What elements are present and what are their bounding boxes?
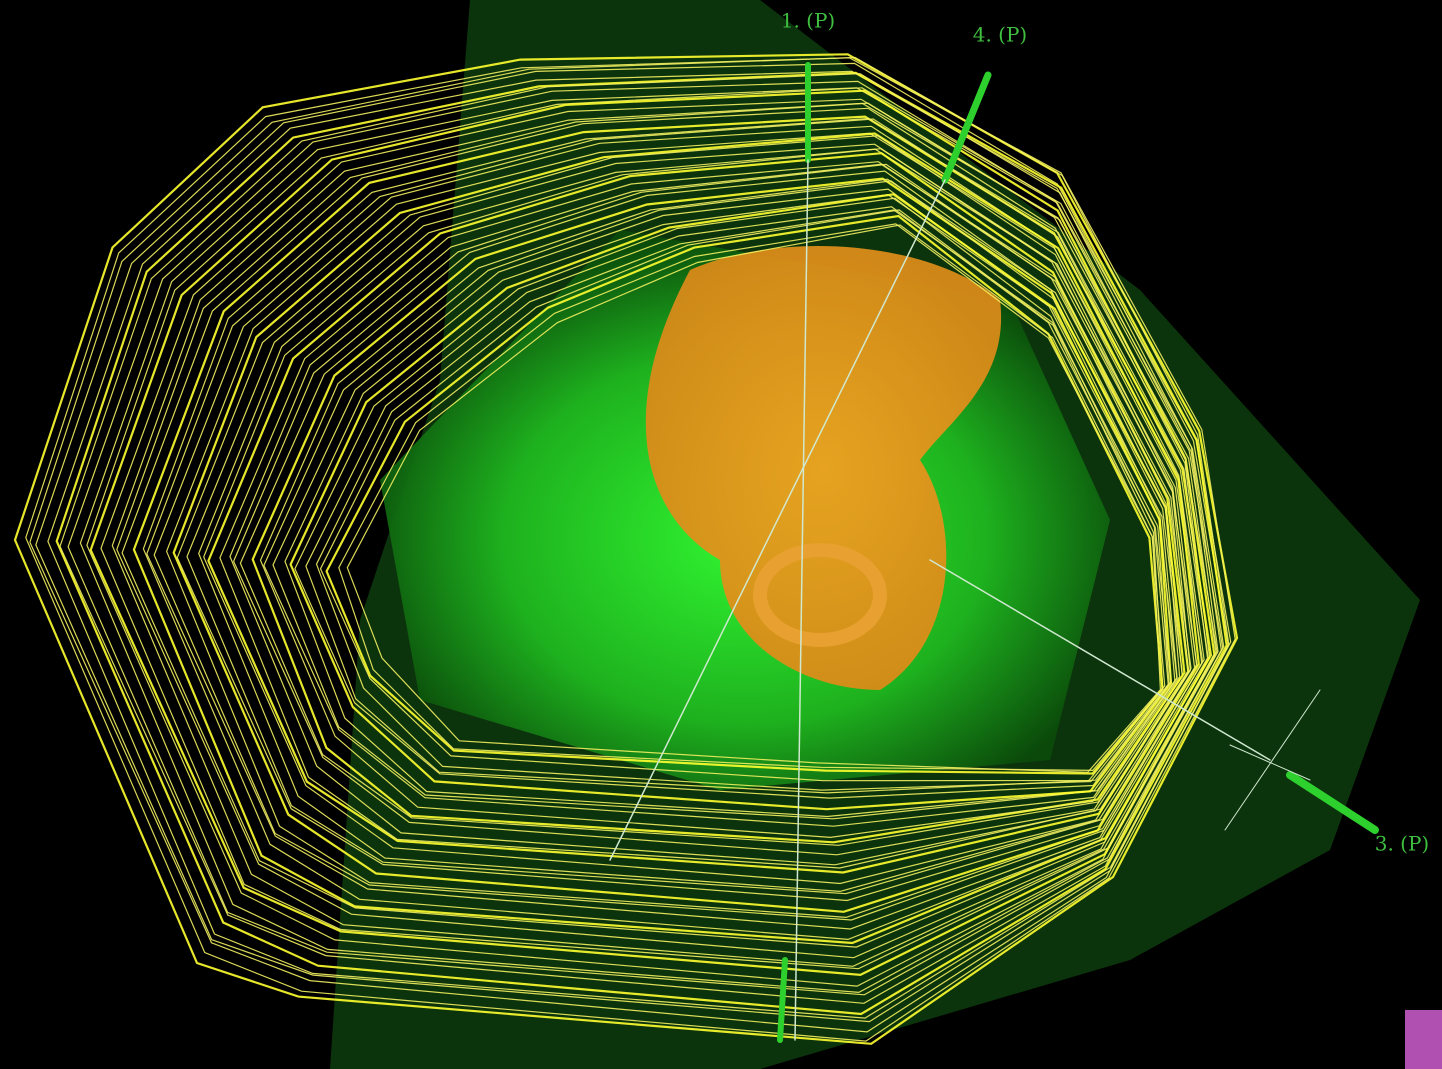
contour-line xyxy=(79,87,1225,994)
beam-3 xyxy=(1286,771,1379,834)
contour-line xyxy=(89,89,1216,977)
contour-line xyxy=(142,117,1209,941)
contour-line xyxy=(13,53,1239,1045)
beam-label: 1. (P) xyxy=(781,9,836,33)
contour-line xyxy=(146,118,1203,930)
contour-line xyxy=(315,209,1170,791)
beam-4-axis xyxy=(609,179,946,861)
organ-volume xyxy=(645,246,1002,690)
organ-ring xyxy=(753,543,887,647)
beam-4 xyxy=(941,71,992,184)
contour-line xyxy=(172,132,1200,913)
contour-line xyxy=(121,107,1209,948)
contour-line xyxy=(67,80,1224,996)
contour-line xyxy=(203,148,1191,885)
contour-line xyxy=(111,102,1217,967)
contour-line xyxy=(251,177,1186,844)
contour-line xyxy=(346,224,1162,773)
contour-line xyxy=(263,180,1176,827)
contour-line xyxy=(198,148,1198,893)
contour-line xyxy=(55,71,1228,1016)
beam-label: 4. (P) xyxy=(973,23,1028,47)
contour-line xyxy=(289,193,1173,811)
contour-line xyxy=(116,102,1211,959)
contour-line xyxy=(186,143,1198,895)
target-volumes xyxy=(330,0,1420,1069)
contour-line xyxy=(25,57,1236,1042)
contour-line xyxy=(232,163,1183,856)
beams xyxy=(609,62,1379,1043)
contour-line xyxy=(239,170,1184,846)
contour-line xyxy=(176,135,1196,902)
contour-line xyxy=(207,152,1190,874)
beam-1-axis xyxy=(794,159,809,1041)
contour-line xyxy=(229,163,1189,866)
beam-3-axis xyxy=(929,559,1271,761)
contour-line xyxy=(319,209,1164,782)
contour-line xyxy=(259,178,1181,839)
contour-line xyxy=(35,62,1229,1023)
contour-line xyxy=(325,214,1164,775)
beam-label: 3. (P) xyxy=(1375,832,1430,856)
crosshair xyxy=(1224,689,1321,831)
contour-line xyxy=(305,206,1172,794)
contour-line xyxy=(165,132,1205,919)
crosshair xyxy=(1229,744,1311,781)
contour-line xyxy=(219,161,1192,869)
contour-line xyxy=(284,193,1178,818)
corner-object xyxy=(1405,1010,1442,1069)
contour-line xyxy=(29,56,1230,1033)
contour-set xyxy=(13,53,1239,1045)
contour-line xyxy=(86,87,1219,987)
contour-line xyxy=(132,115,1213,945)
contour-line xyxy=(100,98,1218,970)
contour-line xyxy=(294,197,1169,799)
beam-2 xyxy=(777,957,788,1043)
contour-line xyxy=(153,125,1204,921)
